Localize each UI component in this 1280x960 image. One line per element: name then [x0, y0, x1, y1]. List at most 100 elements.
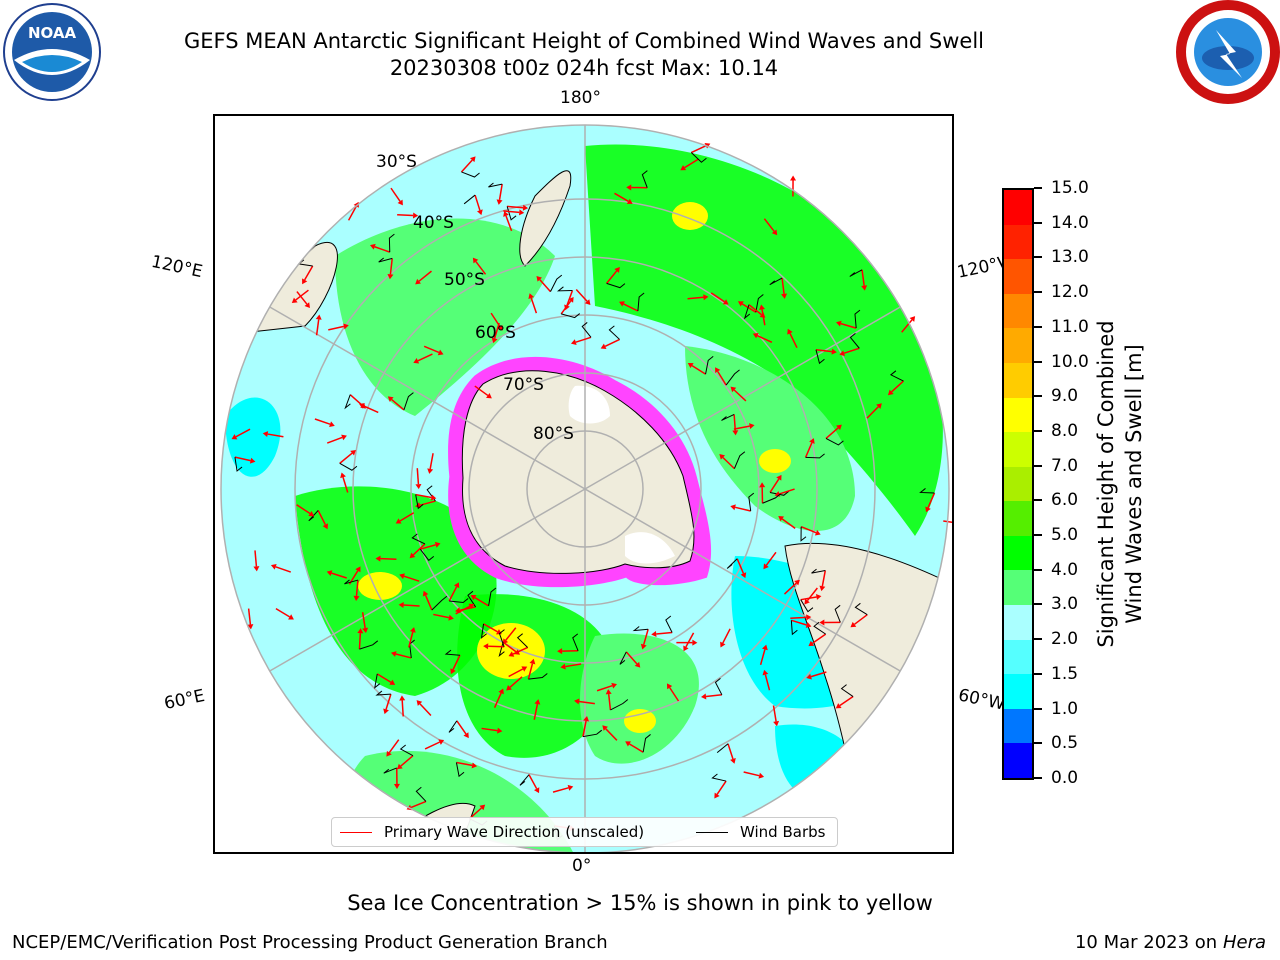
wave-direction-arrow: [643, 629, 649, 645]
wave-arrow-head: [486, 392, 492, 399]
wave-direction-arrow: [349, 394, 363, 406]
wave-arrow-head: [506, 684, 512, 691]
wave-arrow-head: [247, 624, 254, 630]
wave-peak-5: [759, 449, 791, 473]
wave-arrow-head: [806, 614, 812, 621]
wave-arrow-head: [369, 243, 376, 250]
wave-direction-arrow: [891, 380, 904, 393]
wave-direction-arrow: [429, 453, 434, 470]
wind-barb: [383, 767, 397, 774]
wave-direction-arrow: [575, 336, 592, 343]
wave-arrow-head: [836, 424, 842, 431]
wave-direction-arrow: [764, 674, 771, 691]
wave-arrow-head: [794, 579, 800, 586]
colorbar-segment: [1004, 639, 1032, 675]
wave-arrow-head: [496, 199, 503, 205]
footer-machine: Hera: [1222, 932, 1266, 953]
colorbar-tick: [1034, 429, 1042, 432]
wave-direction-arrow: [295, 289, 309, 301]
wave-arrow-head: [415, 483, 422, 490]
wave-arrow-head: [781, 293, 788, 299]
wave-direction-arrow: [418, 270, 432, 282]
wave-arrow-head: [819, 619, 825, 626]
wind-barb: [610, 699, 629, 711]
wave-direction-arrow: [408, 631, 414, 648]
wave-arrow-head: [397, 199, 403, 206]
wave-direction-arrow: [687, 296, 704, 300]
wave-arrow-head: [503, 211, 509, 217]
lon-label-60w: 60°W: [956, 685, 1007, 715]
wave-arrow-head: [341, 434, 347, 441]
wave-swath-east: [685, 346, 855, 531]
wave-arrow-head: [560, 663, 566, 670]
wind-barb: [840, 684, 854, 697]
wave-arrow-head: [626, 184, 632, 191]
colorbar-tick: [1034, 256, 1042, 259]
wave-direction-arrow: [759, 649, 766, 666]
wave-arrow-head: [375, 555, 381, 562]
wave-direction-arrow: [403, 604, 420, 607]
wind-barb: [444, 649, 460, 656]
colorbar-tick-label: 15.0: [1051, 178, 1089, 198]
wave-direction-arrow: [575, 288, 588, 302]
wind-barb: [359, 640, 379, 650]
colorbar-segment: [1004, 397, 1032, 433]
wave-direction-arrow: [763, 218, 775, 232]
colorbar: [1002, 188, 1034, 780]
colorbar-segment: [1004, 500, 1032, 536]
wave-arrow-head: [574, 698, 580, 705]
wave-direction-arrow: [361, 612, 366, 629]
wave-direction-arrow: [821, 570, 827, 587]
wave-direction-arrow: [528, 774, 538, 790]
wave-direction-arrow: [783, 582, 797, 595]
wave-direction-arrow: [690, 145, 707, 154]
wave-arrow-head: [626, 198, 633, 204]
wind-barb: [800, 526, 807, 542]
polar-map: [213, 114, 954, 854]
colorbar-segment: [1004, 535, 1032, 571]
wave-arrow-head: [471, 762, 478, 769]
wave-arrow-head: [732, 430, 739, 436]
wind-barb: [642, 734, 651, 753]
wave-arrow-head: [529, 658, 536, 665]
wave-swath-atlantic: [580, 633, 699, 764]
wave-direction-arrow: [733, 389, 747, 402]
colorbar-tick-label: 1.0: [1051, 698, 1079, 719]
wind-barb: [690, 152, 707, 163]
wave-arrow-head: [730, 758, 736, 764]
wave-direction-arrow: [420, 544, 436, 550]
wave-arrow-head: [814, 529, 821, 536]
wave-arrow-head: [758, 772, 765, 779]
wind-barb: [411, 533, 426, 545]
wave-direction-arrow: [508, 668, 524, 678]
wave-arrow-head: [340, 472, 346, 479]
wave-arrow-head: [809, 438, 815, 444]
wave-direction-arrow: [765, 551, 777, 566]
wind-barb: [339, 462, 358, 471]
wave-arrow-head: [808, 640, 815, 647]
wind-barb: [825, 437, 844, 446]
colorbar-tick-label: 7.0: [1051, 455, 1079, 476]
wind-barb: [581, 322, 592, 338]
wave-direction-arrow: [488, 645, 505, 648]
wave-direction-arrow: [315, 319, 320, 336]
land-new-zealand: [519, 170, 572, 267]
wind-barb: [375, 690, 391, 696]
wave-direction-arrow: [304, 265, 314, 281]
wave-arrow-head: [497, 727, 503, 734]
wind-barb: [733, 451, 746, 469]
wave-direction-arrow: [412, 543, 426, 556]
wave-direction-arrow: [503, 210, 520, 214]
wave-direction-arrow: [839, 695, 854, 707]
wave-direction-arrow: [331, 572, 347, 579]
wave-direction-arrow: [267, 433, 284, 438]
wave-arrow-head: [759, 312, 766, 318]
wave-arrow-head: [508, 651, 515, 657]
wave-arrow-head: [876, 403, 882, 409]
wave-arrow-head: [291, 297, 298, 304]
wave-direction-arrow: [388, 739, 400, 754]
wave-arrow-head: [249, 457, 256, 464]
wave-direction-arrow: [596, 684, 613, 692]
wave-direction-arrow: [416, 468, 420, 485]
lat-label-60s: 60°S: [475, 323, 516, 343]
